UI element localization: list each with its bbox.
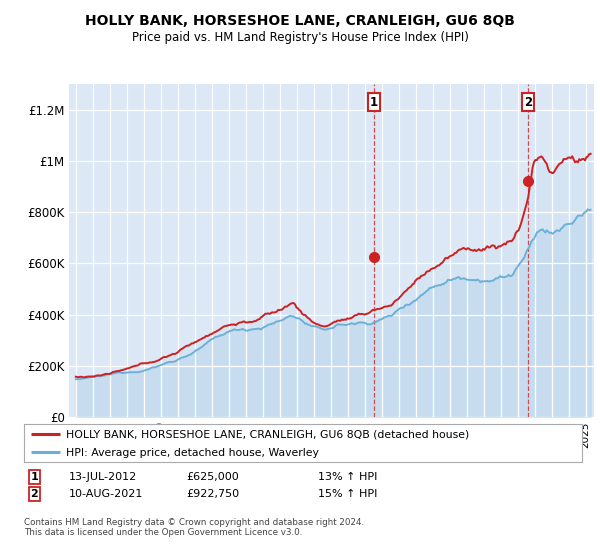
Text: £922,750: £922,750 [186, 489, 239, 499]
Text: HOLLY BANK, HORSESHOE LANE, CRANLEIGH, GU6 8QB: HOLLY BANK, HORSESHOE LANE, CRANLEIGH, G… [85, 14, 515, 28]
Text: 10-AUG-2021: 10-AUG-2021 [69, 489, 143, 499]
Text: 13-JUL-2012: 13-JUL-2012 [69, 472, 137, 482]
Text: Price paid vs. HM Land Registry's House Price Index (HPI): Price paid vs. HM Land Registry's House … [131, 31, 469, 44]
Text: 1: 1 [31, 472, 38, 482]
Text: 2: 2 [31, 489, 38, 499]
Text: Contains HM Land Registry data © Crown copyright and database right 2024.
This d: Contains HM Land Registry data © Crown c… [24, 518, 364, 538]
Text: 1: 1 [370, 96, 378, 109]
Text: 2: 2 [524, 96, 532, 109]
Text: £625,000: £625,000 [186, 472, 239, 482]
Text: 13% ↑ HPI: 13% ↑ HPI [318, 472, 377, 482]
Text: HOLLY BANK, HORSESHOE LANE, CRANLEIGH, GU6 8QB (detached house): HOLLY BANK, HORSESHOE LANE, CRANLEIGH, G… [66, 430, 469, 440]
Text: HPI: Average price, detached house, Waverley: HPI: Average price, detached house, Wave… [66, 448, 319, 458]
Text: 15% ↑ HPI: 15% ↑ HPI [318, 489, 377, 499]
